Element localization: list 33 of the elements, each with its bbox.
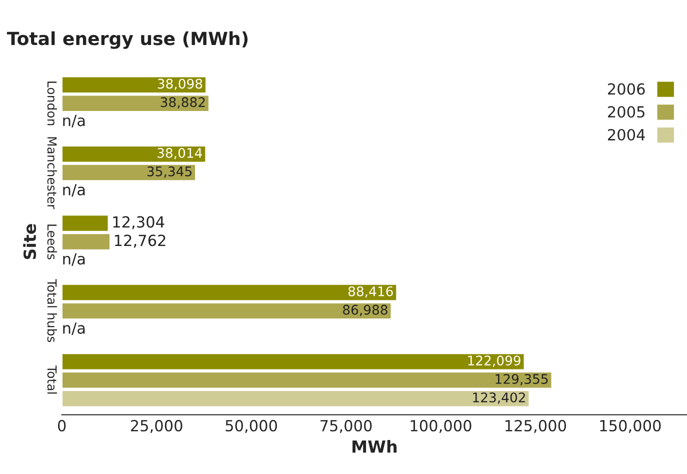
text: n/a [63,114,85,128]
data-label: 38,098 [158,78,202,90]
y-tick-label: Manchester [47,137,57,210]
text: n/a [63,253,85,266]
data-label: 38,882 [160,97,205,109]
text: n/a [63,322,85,336]
data-label: 122,099 [468,356,520,367]
x-tick-label: 100,000 [410,420,472,433]
y-axis-title: Site [23,224,36,260]
x-tick-label: 150,000 [600,420,661,433]
data-label: 129,355 [496,374,548,386]
legend-label: 2004 [608,128,645,141]
data-label: 123,402 [473,392,525,404]
x-tick-label: 75,000 [320,420,372,433]
x-axis-title: MWh [352,440,397,453]
data-label: 86,988 [343,304,388,316]
data-label: 88,416 [348,286,393,298]
data-label: 12,304 [113,216,164,230]
legend-label: 2005 [608,106,644,118]
data-label: 12,762 [114,234,166,248]
chart-title: Total energy use (MWh) [6,31,248,49]
x-tick-label: 50,000 [226,420,277,433]
x-tick-label: 125,000 [506,420,566,433]
y-tick-label: London [47,82,57,126]
y-tick-label: Total hubs [47,279,57,342]
text: n/a [63,184,85,197]
data-label: 38,014 [158,148,202,160]
y-tick-label: Leeds [47,224,57,260]
x-tick-label: 25,000 [130,420,182,433]
y-tick-label: Total [47,366,57,394]
legend-label: 2006 [608,83,645,95]
x-tick-label: 0 [58,420,66,432]
data-label: 35,345 [147,166,192,178]
